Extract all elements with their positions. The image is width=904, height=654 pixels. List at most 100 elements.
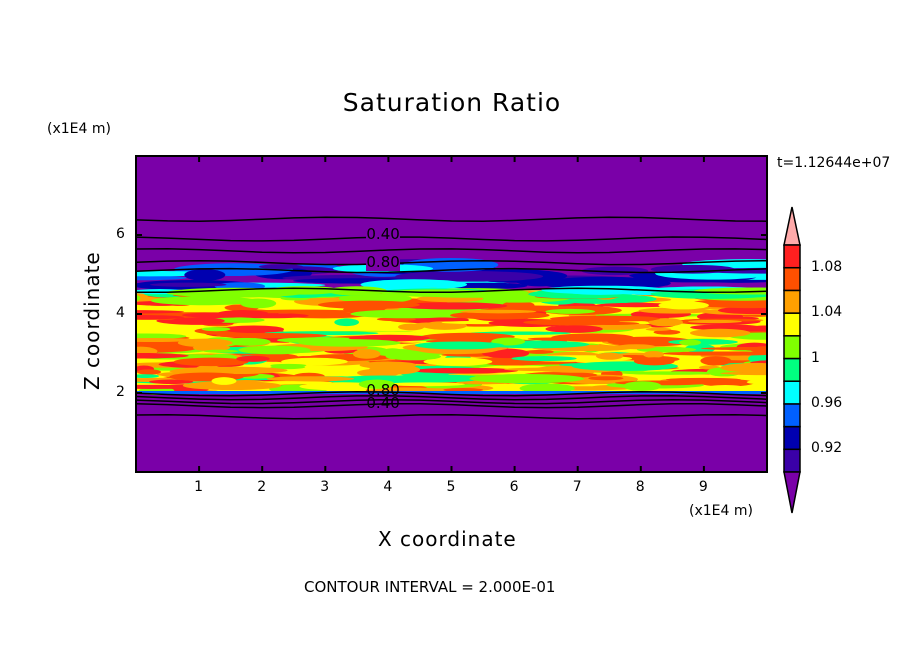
- field-cell: [136, 333, 187, 340]
- field-cell: [149, 379, 194, 385]
- contour-line: [136, 398, 767, 405]
- y-unit-label: (x1E4 m): [47, 121, 111, 137]
- field-cell: [523, 319, 621, 326]
- field-cell: [717, 306, 767, 315]
- field-cell: [690, 298, 767, 309]
- contour-label: 0.80: [366, 381, 400, 400]
- field-cell: [151, 296, 257, 306]
- contour-interval-footer: CONTOUR INTERVAL = 2.000E-01: [304, 578, 556, 596]
- colorbar-box: [783, 403, 801, 428]
- field-cell: [633, 357, 675, 366]
- y-tick-label: 4: [116, 305, 125, 321]
- colorbar-tick-label: 0.92: [811, 440, 843, 457]
- colorbar-top-arrow: [783, 206, 801, 246]
- field-cell: [636, 346, 697, 353]
- contour-lines: [136, 216, 767, 420]
- field-cell: [184, 269, 226, 281]
- contour-line: [136, 413, 767, 420]
- colorbar-tick-label: 1.08: [811, 258, 843, 275]
- field-cell: [679, 339, 702, 346]
- field-cell: [588, 376, 624, 381]
- field-cell: [169, 368, 250, 375]
- colorbar-tick-label: 0.96: [811, 394, 843, 411]
- field-cell: [222, 325, 285, 333]
- field-cell: [412, 367, 519, 374]
- field-cell: [281, 357, 348, 366]
- field-cell: [545, 308, 596, 314]
- axis-ticks: [136, 156, 767, 472]
- y-tick-label: 2: [116, 384, 125, 400]
- field-cell: [150, 282, 227, 287]
- x-tick-label: 9: [698, 479, 708, 495]
- field-cell: [270, 363, 307, 367]
- field-cell: [136, 391, 767, 394]
- field-cell: [665, 377, 742, 382]
- colorbar-box: [783, 312, 801, 337]
- field-cell: [645, 327, 672, 331]
- field-cell: [450, 311, 550, 320]
- field-cell: [668, 339, 738, 345]
- field-cell: [201, 327, 231, 332]
- field-cell: [136, 294, 141, 302]
- field-cell: [397, 302, 508, 310]
- field-cell: [381, 289, 496, 297]
- x-tick-label: 6: [509, 479, 519, 495]
- contour-line: [136, 248, 767, 254]
- field-cell: [459, 309, 537, 314]
- field-cell: [648, 318, 683, 327]
- contour-label: 0.40: [366, 225, 400, 243]
- field-cell: [720, 371, 767, 376]
- filled-contour-field: [136, 156, 767, 472]
- field-cell: [238, 345, 311, 355]
- x-unit-label: (x1E4 m): [689, 503, 753, 519]
- field-cell: [621, 302, 653, 307]
- field-cell: [224, 337, 271, 346]
- colorbar-box: [783, 335, 801, 360]
- field-cell: [211, 377, 237, 385]
- field-cell: [443, 388, 484, 392]
- x-tick-label: 7: [572, 479, 582, 495]
- colorbar-box: [783, 425, 801, 451]
- field-cell: [491, 337, 526, 346]
- x-tick-label: 5: [446, 479, 456, 495]
- field-cell: [596, 352, 624, 360]
- x-tick-label: 4: [383, 479, 393, 495]
- field-cell: [700, 356, 732, 366]
- field-cell: [317, 300, 420, 310]
- field-cell: [327, 286, 387, 296]
- contour-line: [136, 391, 767, 397]
- field-cell: [469, 374, 585, 384]
- field-cell: [170, 317, 225, 325]
- field-cell: [395, 271, 544, 282]
- field-cell: [216, 333, 327, 339]
- field-cell: [423, 357, 493, 366]
- field-cell: [368, 364, 420, 375]
- contour-line: [136, 267, 767, 274]
- field-cell: [386, 382, 465, 387]
- colorbar-tick-label: 1.04: [811, 304, 843, 321]
- field-cell: [136, 310, 185, 314]
- field-cell: [398, 323, 425, 331]
- field-cell: [136, 353, 189, 359]
- field-cell: [236, 355, 270, 362]
- field-cell: [258, 264, 304, 270]
- field-cell: [690, 324, 762, 331]
- colorbar-bottom-arrow: [783, 471, 801, 514]
- field-cell: [166, 287, 305, 298]
- field-cell: [545, 325, 603, 333]
- x-axis-label: X coordinate: [378, 527, 517, 551]
- field-cell: [653, 329, 681, 335]
- field-cell: [203, 349, 239, 353]
- field-cell: [421, 332, 515, 341]
- colorbar-box: [783, 266, 801, 292]
- field-cell: [551, 333, 634, 342]
- field-cell: [746, 380, 767, 385]
- field-cell: [358, 379, 395, 389]
- field-cell: [720, 362, 767, 373]
- field-cell: [503, 367, 590, 372]
- field-cell: [690, 328, 751, 338]
- field-cell: [298, 339, 401, 347]
- field-cell: [266, 376, 355, 382]
